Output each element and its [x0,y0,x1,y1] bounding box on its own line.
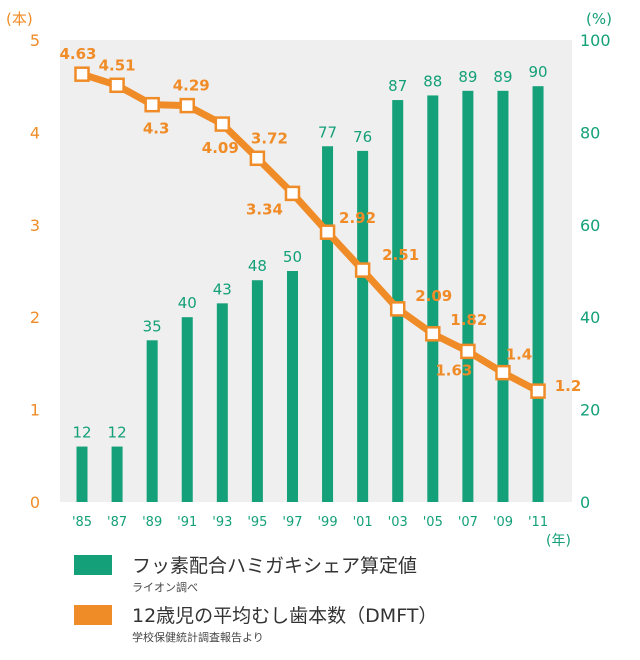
x-axis-tick: '87 [107,515,127,530]
bar [322,146,334,502]
legend-source-lion: ライオン調べ [132,581,198,594]
dmft-value-label: 1.82 [450,311,487,329]
dmft-value-label: 3.72 [251,129,288,147]
dmft-point [179,97,195,114]
left-axis-tick: 4 [30,123,40,142]
left-axis-tick: 5 [30,31,40,50]
dmft-value-label: 2.09 [415,287,452,305]
dmft-value-label: 4.63 [59,45,96,63]
legend-swatch-orange [74,605,112,625]
bar-value-label: 50 [283,248,302,266]
bar [532,86,544,502]
bar-value-label: 87 [388,77,407,95]
plot-area [60,40,572,502]
right-axis-tick: 0 [580,493,590,512]
left-axis-tick: 1 [30,401,40,420]
dmft-point [144,96,160,113]
dmft-value-label: 2.51 [382,246,419,264]
dmft-point [389,301,406,317]
x-axis-tick: '91 [177,515,197,530]
bar-value-label: 89 [458,68,477,86]
right-axis-unit: (%) [586,10,612,28]
x-axis-tick: '93 [212,515,232,530]
legend-label-dmft: 12歳児の平均むし歯本数（DMFT） [132,605,438,627]
bar [111,446,123,502]
bar [146,340,158,502]
bar [427,95,439,502]
bar-value-label: 12 [108,424,127,442]
dmft-point [425,326,441,342]
x-axis-tick: '09 [493,515,513,530]
left-axis-tick: 3 [30,216,40,235]
bar-value-label: 76 [353,128,372,146]
dmft-value-label: 4.29 [173,77,210,95]
bar-value-label: 77 [318,123,337,141]
bar [251,280,263,502]
dmft-point [74,66,90,82]
dmft-point [284,185,301,202]
x-axis-tick: '95 [247,515,267,530]
left-axis-tick: 2 [30,308,40,327]
bar-value-label: 88 [423,72,442,90]
bar [497,90,509,502]
legend-swatch-green [74,555,112,575]
dmft-point [214,116,231,132]
right-axis-tick: 20 [580,401,600,420]
bar-value-label: 12 [72,424,91,442]
bar [76,446,88,502]
x-axis-unit: (年) [546,533,571,549]
dmft-point [460,343,476,360]
x-axis-tick: '89 [142,515,162,530]
dmft-value-label: 4.09 [202,139,239,157]
x-axis-tick: '99 [317,515,337,530]
dmft-value-label: 1.2 [555,377,582,395]
legend-label-fluoride-share: フッ素配合ハミガキシェア算定値 [132,555,418,577]
left-axis-unit: (本) [6,10,33,28]
dmft-value-label: 2.92 [339,209,376,227]
bar-value-label: 35 [143,317,162,335]
dmft-value-label: 1.63 [435,361,472,379]
right-axis-tick: 60 [580,216,600,235]
legend-source-school-survey: 学校保健統計調査報告より [132,631,264,644]
x-axis-tick: '01 [353,515,373,530]
x-axis-tick: '05 [423,515,443,530]
bar-value-label: 89 [493,68,512,86]
dmft-value-label: 4.3 [143,120,170,138]
dmft-point [319,224,336,240]
bar [216,303,228,502]
dmft-point [249,150,266,167]
x-axis-tick: '85 [72,515,92,530]
bar-value-label: 43 [213,280,232,298]
dmft-value-label: 3.34 [246,200,283,218]
bar [357,150,369,502]
bar [181,317,193,502]
right-axis-tick: 100 [580,31,611,50]
dmft-point [530,383,546,399]
bar-value-label: 40 [178,294,197,312]
bar [462,90,474,502]
right-axis-tick: 80 [580,123,600,142]
dmft-point [109,77,125,94]
x-axis-tick: '07 [458,515,478,530]
dmft-point [354,262,371,278]
bar-value-label: 90 [528,63,547,81]
dmft-point [495,364,511,381]
bar [392,100,404,502]
bar-value-label: 48 [248,257,267,275]
left-axis-tick: 0 [30,493,40,512]
right-axis-tick: 40 [580,308,600,327]
x-axis-tick: '11 [528,515,548,530]
dmft-value-label: 1.4 [506,346,533,364]
bar [286,271,298,502]
x-axis-tick: '97 [282,515,302,530]
dmft-value-label: 4.51 [99,56,136,74]
x-axis-tick: '03 [388,515,408,530]
